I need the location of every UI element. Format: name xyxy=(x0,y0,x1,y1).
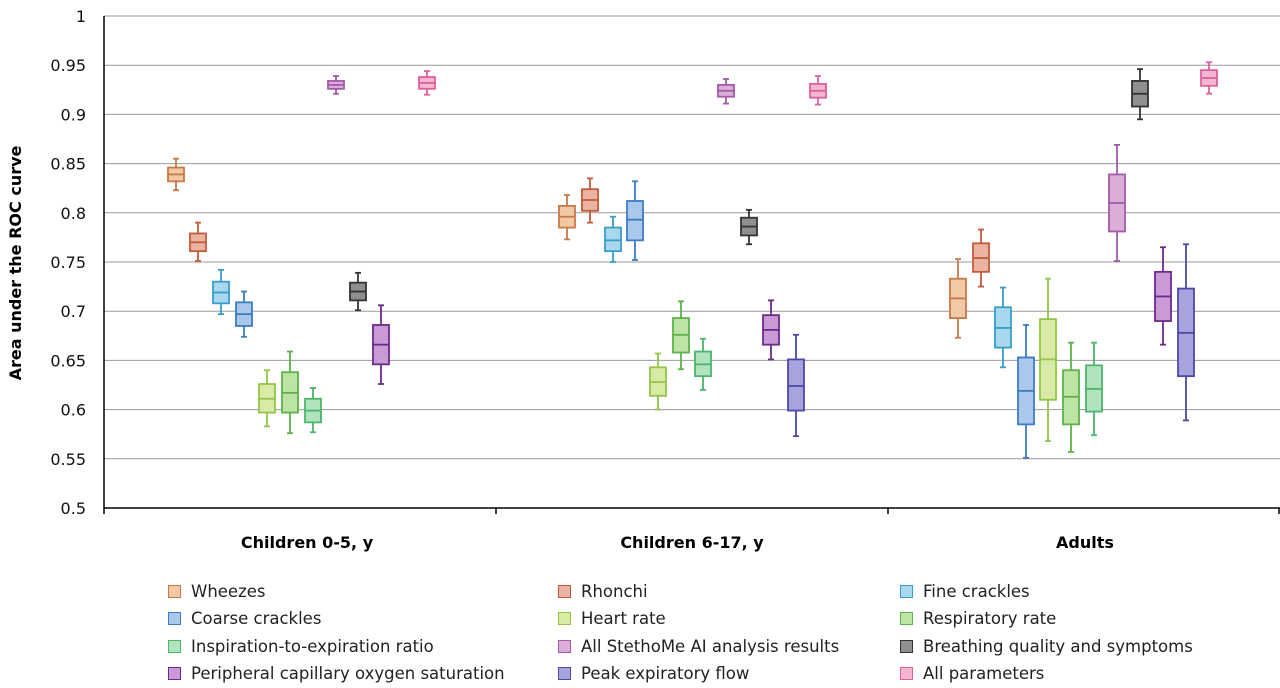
box-inspiration-to-expiration-ratio xyxy=(694,337,712,391)
legend-item: Inspiration-to-expiration ratio xyxy=(168,635,434,657)
y-tick-label: 0.85 xyxy=(50,155,86,174)
box-wheezes xyxy=(949,258,967,339)
box-breathing-quality-and-symptoms xyxy=(1131,68,1149,121)
box-all-parameters xyxy=(1200,61,1218,95)
box-iqr xyxy=(626,200,644,242)
legend-label: All parameters xyxy=(923,664,1045,683)
legend-label: Respiratory rate xyxy=(923,609,1057,628)
legend-label: Wheezes xyxy=(191,581,266,601)
legend-item: Breathing quality and symptoms xyxy=(900,635,1193,657)
box-all-stethome-ai-analysis-results xyxy=(717,78,735,105)
legend-swatch xyxy=(900,667,913,680)
legend-swatch xyxy=(558,612,571,625)
x-axis-category-labels: Children 0-5, y Children 6-17, y Adults xyxy=(241,533,1114,552)
box-rhonchi xyxy=(189,221,207,262)
box-coarse-crackles xyxy=(235,290,253,338)
y-tick-label: 0.5 xyxy=(61,499,86,518)
legend-item: All StethoMe AI analysis results xyxy=(558,635,839,657)
y-tick-label: 0.65 xyxy=(50,351,86,370)
box-inspiration-to-expiration-ratio xyxy=(304,387,322,434)
box-peak-expiratory-flow xyxy=(1177,243,1195,422)
box-breathing-quality-and-symptoms xyxy=(740,208,758,246)
y-tick-label: 0.6 xyxy=(61,401,86,420)
legend-item: All parameters xyxy=(900,663,1044,685)
legend-label: Peripheral capillary oxygen saturation xyxy=(191,664,505,683)
box-heart-rate xyxy=(649,352,667,411)
legend-swatch xyxy=(558,584,571,598)
x-category-label: Children 0-5, y xyxy=(241,533,374,552)
legend-item: Wheezes xyxy=(168,580,265,602)
axes xyxy=(103,16,1280,514)
box-heart-rate xyxy=(258,369,276,428)
legend-item: Heart rate xyxy=(558,608,666,630)
box-rhonchi xyxy=(972,228,990,288)
legend-item: Peripheral capillary oxygen saturation xyxy=(168,663,505,685)
box-rhonchi xyxy=(581,177,599,224)
box-peak-expiratory-flow xyxy=(787,333,805,438)
box-inspiration-to-expiration-ratio xyxy=(1085,341,1103,437)
box-all-stethome-ai-analysis-results xyxy=(1108,144,1126,262)
legend-label: Fine crackles xyxy=(923,581,1030,601)
legend-item: Respiratory rate xyxy=(900,608,1056,630)
legend-label: Breathing quality and symptoms xyxy=(923,636,1193,656)
y-tick-label: 1 xyxy=(76,7,86,26)
legend-swatch xyxy=(168,612,181,625)
legend-swatch xyxy=(900,639,913,653)
box-iqr xyxy=(604,226,622,253)
box-coarse-crackles xyxy=(626,180,644,261)
y-axis-label: Area under the ROC curve xyxy=(6,145,25,380)
box-respiratory-rate xyxy=(281,350,299,435)
box-iqr xyxy=(787,358,805,412)
legend-swatch xyxy=(900,584,913,598)
y-tick-label: 0.95 xyxy=(50,56,86,75)
box-peripheral-capillary-oxygen-saturation xyxy=(1154,246,1172,346)
box-peripheral-capillary-oxygen-saturation xyxy=(372,304,390,385)
legend-label: Rhonchi xyxy=(581,581,648,601)
legend-item: Fine crackles xyxy=(900,580,1030,602)
legend-swatch xyxy=(168,667,181,680)
x-category-label: Adults xyxy=(1056,533,1114,552)
legend-item: Peak expiratory flow xyxy=(558,663,749,685)
box-wheezes xyxy=(167,157,185,192)
box-breathing-quality-and-symptoms xyxy=(349,271,367,312)
box-heart-rate xyxy=(1039,277,1057,442)
legend-swatch xyxy=(558,639,571,653)
y-tick-label: 0.7 xyxy=(61,302,86,321)
legend-label: Inspiration-to-expiration ratio xyxy=(191,636,434,656)
legend-swatch xyxy=(168,584,181,598)
y-tick-label: 0.75 xyxy=(50,253,86,272)
box-fine-crackles xyxy=(212,268,230,316)
legend-item: Coarse crackles xyxy=(168,608,321,630)
legend-item: Rhonchi xyxy=(558,580,648,602)
legend-label: Coarse crackles xyxy=(191,609,322,628)
box-respiratory-rate xyxy=(1062,341,1080,453)
box-all-parameters xyxy=(809,75,827,106)
box-peripheral-capillary-oxygen-saturation xyxy=(762,299,780,361)
box-all-parameters xyxy=(418,70,436,96)
y-tick-label: 0.55 xyxy=(50,450,86,469)
box-coarse-crackles xyxy=(1017,324,1035,459)
legend-swatch xyxy=(900,612,913,625)
legend-swatch xyxy=(168,639,181,653)
x-category-label: Children 6-17, y xyxy=(620,533,764,552)
y-tick-label: 0.9 xyxy=(61,105,86,124)
grid-lines xyxy=(104,15,1280,509)
box-all-stethome-ai-analysis-results xyxy=(327,75,345,95)
legend-label: All StethoMe AI analysis results xyxy=(581,636,840,656)
boxplot-chart: 0.5 0.55 0.6 0.65 0.7 0.75 0.8 0.85 0.9 0.95 1 Chi… xyxy=(6,7,1280,552)
box-fine-crackles xyxy=(604,215,622,263)
y-tick-label: 0.8 xyxy=(61,204,86,223)
y-axis-tick-labels: 0.5 0.55 0.6 0.65 0.7 0.75 0.8 0.85 0.9 0.95 1 xyxy=(50,7,86,518)
box-wheezes xyxy=(558,194,576,241)
box-respiratory-rate xyxy=(672,300,690,371)
legend-label: Heart rate xyxy=(581,609,666,628)
legend-label: Peak expiratory flow xyxy=(581,664,750,683)
box-series xyxy=(167,61,1218,459)
legend-swatch xyxy=(558,667,571,680)
box-fine-crackles xyxy=(994,286,1012,369)
